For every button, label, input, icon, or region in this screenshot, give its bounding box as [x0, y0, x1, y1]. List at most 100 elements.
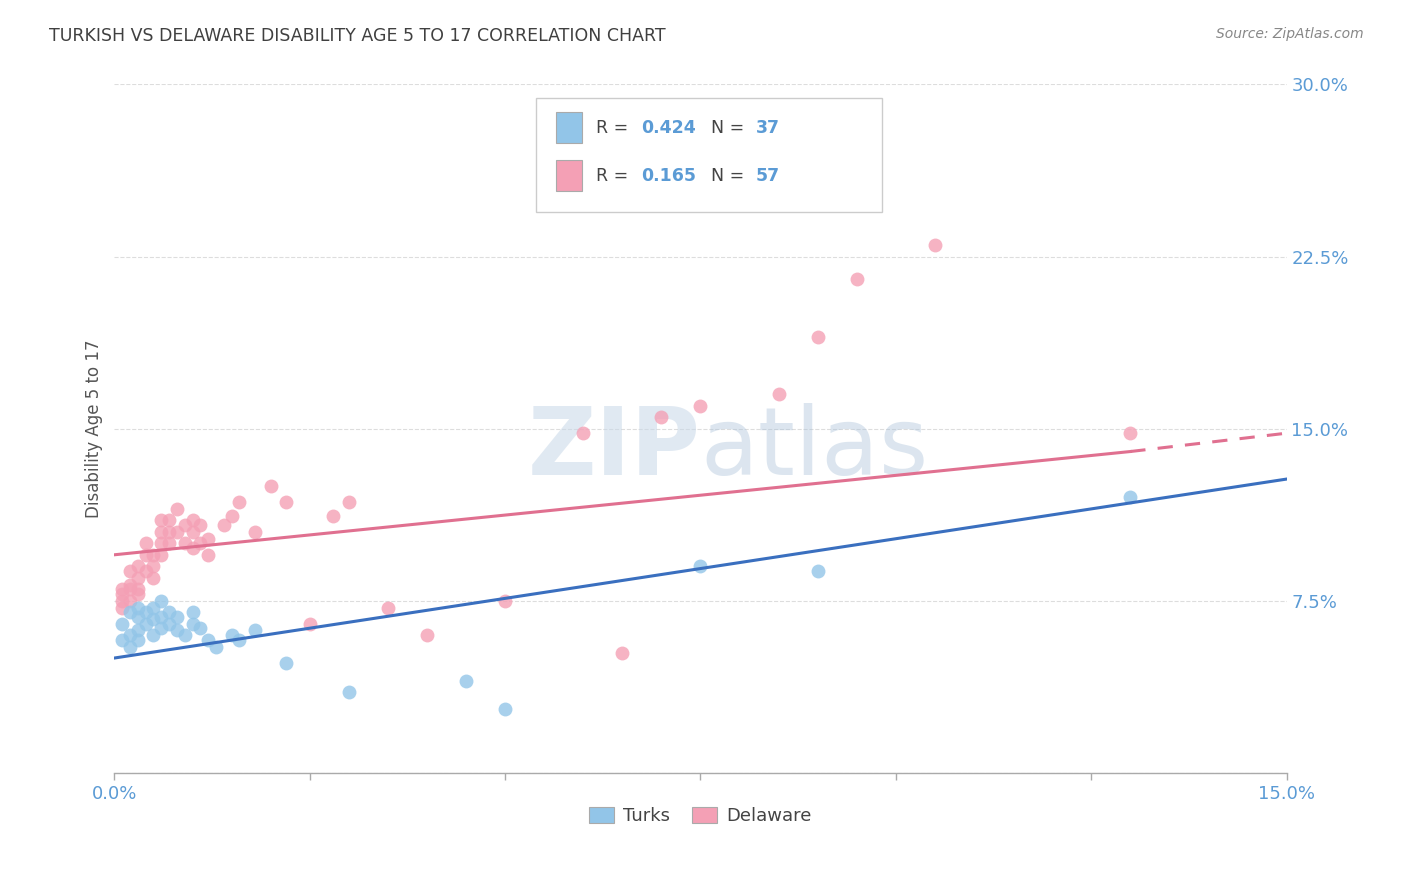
Point — [157, 513, 180, 527]
Point — [127, 559, 149, 574]
Point — [181, 513, 204, 527]
Point — [298, 616, 321, 631]
Point — [135, 605, 157, 619]
Point — [157, 536, 180, 550]
Point — [111, 600, 134, 615]
Point — [612, 647, 634, 661]
Point — [118, 582, 141, 597]
Point — [197, 632, 219, 647]
Point — [173, 518, 195, 533]
Point — [276, 656, 298, 670]
Point — [181, 524, 204, 539]
Point — [111, 582, 134, 597]
Text: 57: 57 — [755, 167, 780, 185]
Point — [150, 536, 173, 550]
Point — [173, 536, 195, 550]
Point — [173, 628, 195, 642]
Point — [118, 605, 141, 619]
Point — [127, 624, 149, 638]
Text: 37: 37 — [755, 119, 779, 136]
Text: atlas: atlas — [700, 403, 929, 495]
FancyBboxPatch shape — [557, 112, 582, 144]
FancyBboxPatch shape — [537, 98, 882, 211]
Point — [650, 410, 672, 425]
Point — [494, 701, 516, 715]
Text: N =: N = — [711, 119, 749, 136]
Point — [689, 399, 711, 413]
Point — [135, 616, 157, 631]
Point — [190, 621, 212, 635]
Point — [135, 564, 157, 578]
Point — [205, 640, 228, 654]
Point — [228, 495, 250, 509]
Point — [166, 609, 188, 624]
Point — [150, 513, 173, 527]
Point — [228, 632, 250, 647]
Point — [111, 616, 134, 631]
Text: 0.424: 0.424 — [641, 119, 696, 136]
Point — [118, 564, 141, 578]
Text: Source: ZipAtlas.com: Source: ZipAtlas.com — [1216, 27, 1364, 41]
Point — [142, 628, 165, 642]
Point — [322, 508, 344, 523]
Point — [111, 593, 134, 607]
Point — [127, 600, 149, 615]
Text: N =: N = — [711, 167, 749, 185]
Y-axis label: Disability Age 5 to 17: Disability Age 5 to 17 — [86, 339, 103, 518]
Point — [118, 593, 141, 607]
Point — [118, 640, 141, 654]
Point — [190, 518, 212, 533]
Text: TURKISH VS DELAWARE DISABILITY AGE 5 TO 17 CORRELATION CHART: TURKISH VS DELAWARE DISABILITY AGE 5 TO … — [49, 27, 666, 45]
Point — [142, 559, 165, 574]
Point — [135, 536, 157, 550]
Point — [118, 577, 141, 591]
Point — [127, 609, 149, 624]
Point — [157, 605, 180, 619]
Point — [243, 524, 266, 539]
Point — [142, 571, 165, 585]
Point — [181, 616, 204, 631]
Point — [142, 548, 165, 562]
Point — [150, 593, 173, 607]
Point — [212, 518, 235, 533]
Point — [377, 600, 399, 615]
Point — [260, 479, 283, 493]
Point — [494, 593, 516, 607]
Point — [197, 532, 219, 546]
Point — [807, 564, 830, 578]
Point — [150, 621, 173, 635]
Point — [181, 605, 204, 619]
Point — [157, 616, 180, 631]
Point — [142, 600, 165, 615]
Text: 0.165: 0.165 — [641, 167, 696, 185]
Point — [111, 632, 134, 647]
Point — [1119, 491, 1142, 505]
Text: R =: R = — [596, 119, 634, 136]
Point — [197, 548, 219, 562]
Point — [135, 548, 157, 562]
Point — [190, 536, 212, 550]
Point — [150, 548, 173, 562]
Point — [118, 628, 141, 642]
FancyBboxPatch shape — [557, 161, 582, 192]
Point — [127, 571, 149, 585]
Text: R =: R = — [596, 167, 634, 185]
Point — [807, 330, 830, 344]
Point — [181, 541, 204, 555]
Point — [150, 609, 173, 624]
Point — [166, 524, 188, 539]
Point — [845, 272, 868, 286]
Text: ZIP: ZIP — [527, 403, 700, 495]
Point — [166, 624, 188, 638]
Point — [127, 582, 149, 597]
Point — [150, 524, 173, 539]
Legend: Turks, Delaware: Turks, Delaware — [582, 800, 820, 832]
Point — [142, 612, 165, 626]
Point — [221, 508, 243, 523]
Point — [454, 673, 477, 688]
Point — [111, 587, 134, 601]
Point — [157, 524, 180, 539]
Point — [337, 495, 360, 509]
Point — [127, 587, 149, 601]
Point — [276, 495, 298, 509]
